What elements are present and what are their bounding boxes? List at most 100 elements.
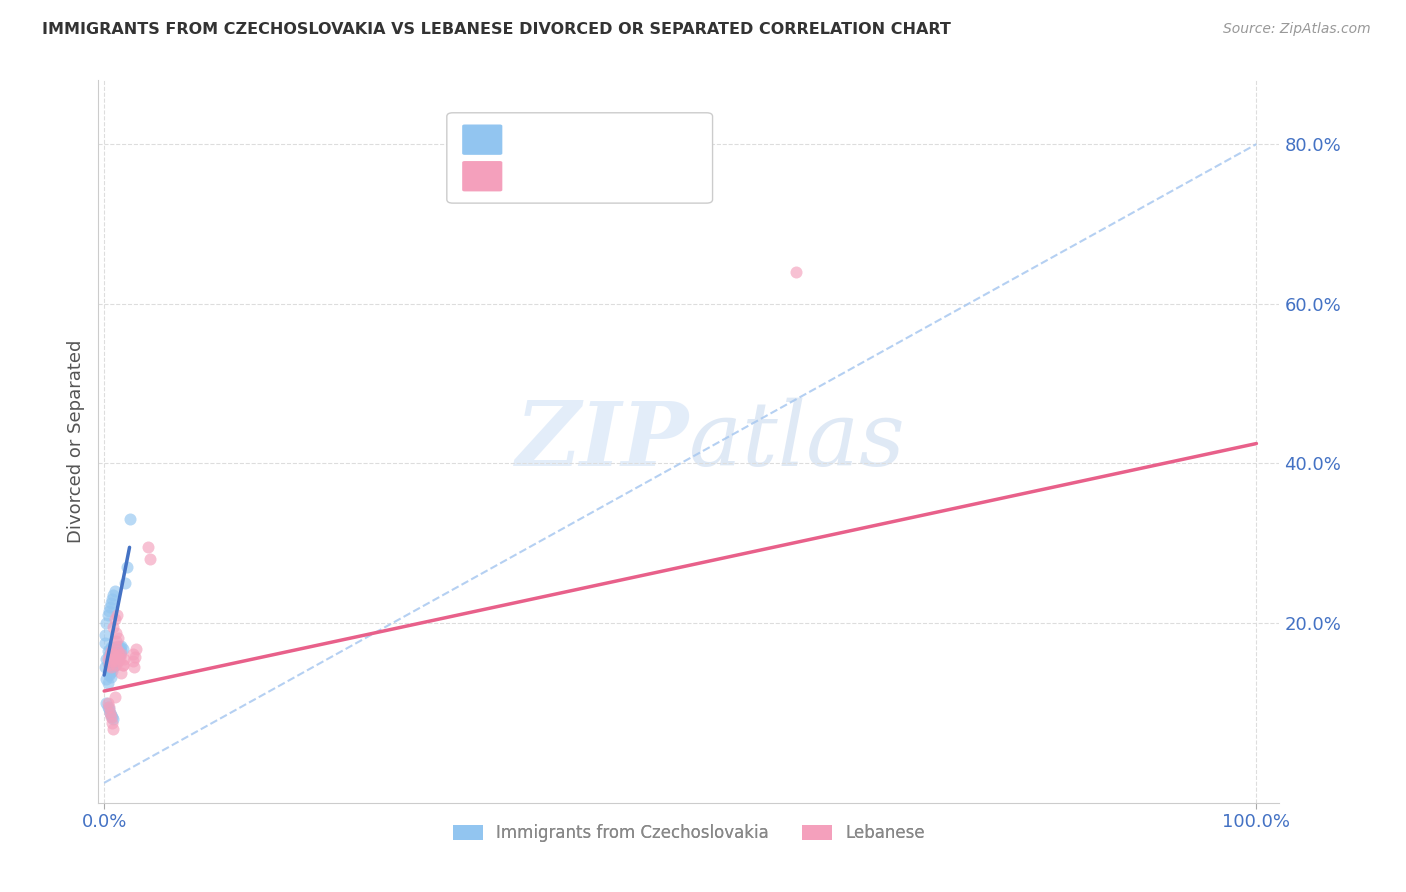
Point [103,647,125,661]
Text: ZIP: ZIP [516,399,689,484]
FancyBboxPatch shape [463,161,502,192]
Point [100,647,122,661]
Point [101,592,124,607]
Point [114,576,136,591]
Point [97,676,120,690]
Point [104,640,127,654]
Point [100,640,122,654]
Point [100,596,122,610]
Text: R = 0.606: R = 0.606 [515,167,612,186]
Point [103,620,125,634]
Point [122,647,145,661]
Point [97,702,120,716]
Point [101,656,124,670]
Point [101,655,124,669]
Point [136,541,159,555]
Y-axis label: Divorced or Separated: Divorced or Separated [66,340,84,543]
Point [101,644,124,658]
Point [97,700,120,714]
Point [100,670,122,684]
Point [101,649,124,664]
Point [103,722,125,736]
Point [110,639,132,653]
Point [97,608,120,623]
Point [107,644,129,658]
Point [111,657,134,672]
Point [110,665,132,680]
Point [96,652,118,666]
Point [105,652,128,666]
Point [100,710,122,724]
Text: IMMIGRANTS FROM CZECHOSLOVAKIA VS LEBANESE DIVORCED OR SEPARATED CORRELATION CHA: IMMIGRANTS FROM CZECHOSLOVAKIA VS LEBANE… [42,22,950,37]
Point [97,700,120,714]
Point [785,265,807,279]
Point [122,655,145,669]
Point [111,657,134,672]
Point [103,584,125,599]
Point [97,657,120,672]
Text: N = 65: N = 65 [600,130,668,149]
Point [103,652,125,666]
Point [103,612,125,626]
Point [103,640,125,654]
Point [96,672,118,686]
Point [98,641,121,656]
Point [101,664,124,678]
Text: R = 0.399: R = 0.399 [515,130,612,149]
Point [94,660,117,674]
Point [124,649,146,664]
Point [100,652,122,666]
Point [105,608,128,623]
Legend: Immigrants from Czechoslovakia, Lebanese: Immigrants from Czechoslovakia, Lebanese [446,817,932,848]
Point [105,649,128,664]
Point [98,706,121,720]
Point [139,552,162,566]
Point [103,690,125,704]
Point [110,652,132,666]
Point [98,665,121,680]
Point [110,647,132,661]
Point [100,708,122,723]
FancyBboxPatch shape [447,112,713,203]
Point [96,616,118,631]
Point [97,668,120,682]
Point [98,648,121,662]
Point [108,641,131,656]
Point [103,644,125,658]
Point [98,600,121,615]
Point [101,710,124,724]
Point [103,647,125,661]
Point [112,652,135,666]
Point [100,660,122,674]
Point [98,706,121,720]
Point [97,648,120,662]
Point [100,663,122,677]
Point [122,660,145,674]
Point [103,649,125,664]
Point [97,696,120,710]
Point [98,655,121,669]
Point [110,644,132,658]
Point [104,657,127,672]
Point [115,560,138,574]
Point [97,652,120,666]
FancyBboxPatch shape [463,125,502,155]
Point [103,652,125,666]
Point [108,648,131,662]
Point [107,639,129,653]
Point [107,631,129,645]
Text: N = 41: N = 41 [600,167,668,186]
Point [97,604,120,618]
Point [100,644,122,658]
Point [105,640,128,654]
Point [104,641,127,656]
Point [97,644,120,658]
Point [94,636,117,650]
Point [97,657,120,672]
Point [96,696,118,710]
Point [103,588,125,602]
Point [103,657,125,672]
Point [107,644,129,658]
Point [105,647,128,661]
Point [103,712,125,726]
